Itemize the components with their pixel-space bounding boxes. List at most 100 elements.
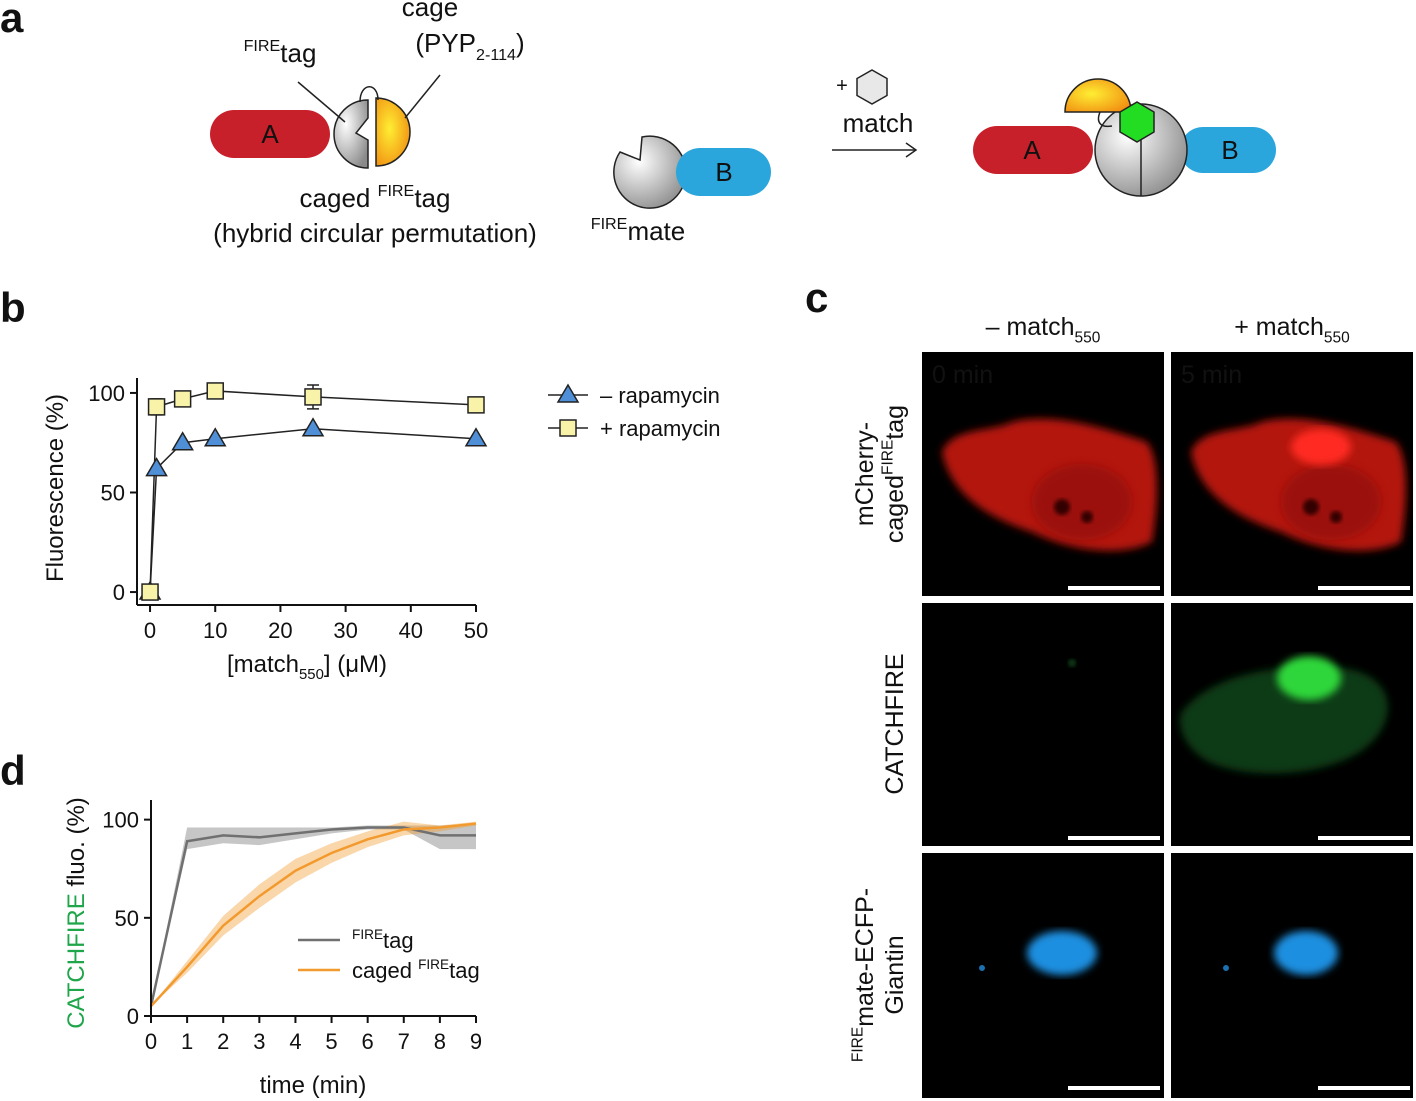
image [1171,352,1413,596]
text-part: time (min) [260,1072,367,1099]
image [922,853,1164,1098]
text-part: + match [1234,313,1324,341]
label: cage [402,0,458,22]
row-label: mCherry- [851,422,879,526]
match-hexagon [856,69,888,105]
label: (hybrid circular permutation) [213,218,537,248]
time-label: 5 min [1181,361,1242,389]
error-band [151,821,476,1007]
text-part: – match [986,313,1075,341]
error-band [151,823,476,1007]
legend-label: + rapamycin [600,416,720,441]
y-tick-label: 50 [115,906,139,931]
text-part: 550 [1075,330,1101,347]
text-part: (PYP [415,28,476,58]
label: match [843,108,914,138]
x-tick-label: 2 [217,1029,229,1054]
data-point [173,390,192,408]
text-part: caged [352,958,418,983]
panel-letter: a [0,0,24,41]
image-grid [922,352,1413,1098]
legend-label: – rapamycin [600,383,720,408]
bound-match [1119,101,1155,143]
fire-tag-shape [333,99,369,169]
text-part: FIRE [591,215,628,233]
fire-mate-shape [613,135,687,209]
legend-marker [559,419,577,437]
label: A [1023,135,1041,165]
text-part: FIRE [850,1027,867,1062]
image [1171,853,1413,1098]
linker [359,86,379,103]
released-cage [1064,78,1132,113]
x-tick-label: 5 [325,1029,337,1054]
text-part: ] (μM) [324,651,387,678]
pointer [404,74,441,119]
protein-b-shape [676,148,771,196]
text-part: ) [516,28,525,58]
y-tick-label: 100 [88,381,125,406]
label: B [1221,135,1238,165]
series-line [149,390,477,593]
data-point [467,396,485,414]
text-part: – rapamycin [600,383,720,408]
label: (PYP2-114) [415,28,524,64]
x-tick-label: 7 [398,1029,410,1054]
text-part: 550 [299,667,324,683]
text-part: Giantin [881,935,909,1014]
linker [1097,111,1113,128]
data-point [171,431,194,451]
y-tick-label: 0 [127,1004,139,1029]
series-line [149,428,477,593]
x-tick-label: 50 [464,618,488,643]
y-axis-label: Fluorescence (%) [42,394,69,582]
legend-label: caged FIREtag [352,957,480,983]
panel-letter: d [0,747,26,794]
data-point [141,583,159,601]
row-label: Giantin [881,935,909,1014]
text-part: tag [280,38,316,68]
text-part: caged [881,475,909,543]
x-tick-label: 10 [203,618,227,643]
data-point [464,427,488,447]
text-part: tag [881,405,909,440]
text-part: 2-114 [476,46,516,64]
row-label: FIREmate-ECFP- [850,888,880,1062]
time-label: 0 min [932,361,993,389]
text-part: fluo. (%) [63,797,90,893]
text-part: FIRE [378,182,415,200]
x-tick-label: 9 [470,1029,482,1054]
data-point [304,388,322,406]
x-tick-label: 0 [145,1029,157,1054]
image [922,352,1164,596]
arrow-head [905,142,918,158]
text-part: CATCHFIRE [881,653,909,794]
text-part: caged [300,183,378,213]
data-point [206,382,224,400]
label: caged FIREtag [300,182,451,213]
x-axis-label: [match550] (μM) [227,651,387,683]
scale-bars [1068,586,1410,1090]
x-tick-label: 1 [181,1029,193,1054]
text-part: FIRE [352,927,383,942]
text-part: mCherry- [851,422,879,526]
x-tick-label: 20 [268,618,292,643]
label: + [836,75,848,97]
y-tick-label: 100 [102,808,139,833]
panel-letter: b [0,284,26,331]
text-part: 550 [1324,330,1350,347]
series-line [150,822,477,1008]
protein-a-shape [210,110,330,158]
x-tick-label: 40 [399,618,423,643]
image [922,603,1164,846]
text-part: [match [227,651,299,678]
x-tick-label: 4 [289,1029,301,1054]
text-part: CATCHFIRE [63,893,90,1029]
text-part: mate [627,216,685,246]
text-part: tag [414,183,450,213]
product-a-shape [973,126,1093,174]
pointer [297,81,346,123]
x-tick-label: 8 [434,1029,446,1054]
legend-marker [556,383,580,403]
